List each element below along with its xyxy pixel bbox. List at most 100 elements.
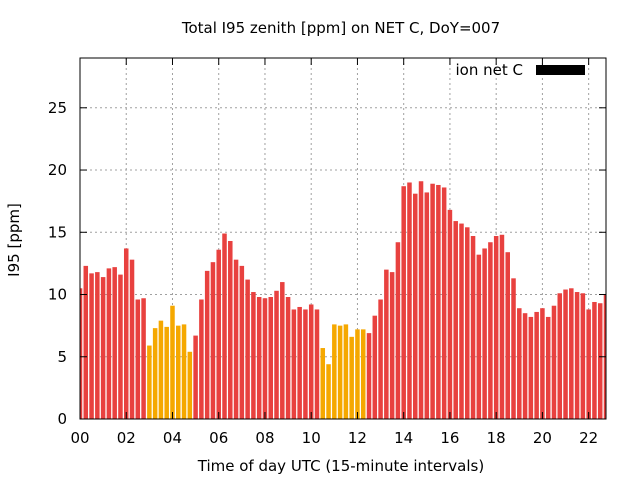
bar (291, 309, 297, 419)
y-tick-label: 20 (48, 161, 67, 179)
bar (476, 254, 482, 419)
bar (586, 309, 591, 419)
x-tick-label: 12 (348, 429, 367, 447)
legend: ion net C (456, 61, 585, 79)
bar (147, 345, 152, 419)
x-tick-label: 02 (117, 429, 136, 447)
bar (470, 236, 476, 419)
bar (337, 325, 343, 419)
bar (551, 305, 557, 419)
bar (297, 306, 302, 419)
bar (170, 305, 175, 419)
bar (488, 242, 493, 419)
bars (80, 181, 606, 419)
bar (222, 233, 227, 419)
bar (228, 240, 233, 419)
bar (256, 297, 262, 419)
x-tick-label: 06 (209, 429, 228, 447)
bar (326, 364, 331, 419)
y-tick-label: 0 (57, 410, 67, 428)
bar (569, 288, 574, 419)
bar (320, 348, 326, 419)
bar (83, 265, 89, 419)
bar (441, 187, 447, 419)
bar (343, 324, 349, 419)
x-tick-label: 22 (579, 429, 598, 447)
legend-swatch (536, 65, 585, 75)
bar (274, 290, 279, 419)
bar (80, 288, 83, 419)
bar (123, 248, 129, 419)
bar (176, 325, 181, 419)
bar (262, 298, 268, 419)
bar (164, 326, 169, 419)
bar (239, 265, 245, 419)
bar (545, 316, 551, 419)
bar (372, 315, 378, 419)
bar (89, 273, 94, 419)
bar (522, 313, 528, 419)
axis-ticks: 0 5 10 15 20 25 00 02 04 06 08 10 12 14 16 18 20 22 (48, 58, 606, 447)
bar (597, 303, 603, 419)
y-tick-label: 25 (48, 99, 67, 117)
y-axis-label: I95 [ppm] (5, 203, 23, 277)
bar (389, 272, 395, 419)
x-tick-label: 20 (533, 429, 552, 447)
bar (360, 329, 366, 419)
bar (430, 183, 435, 419)
bar (303, 309, 308, 419)
bar (106, 268, 112, 419)
bar (592, 301, 597, 419)
bar (557, 293, 563, 419)
bar (332, 324, 337, 419)
bar (349, 336, 354, 419)
bar (499, 234, 505, 419)
bar (118, 274, 123, 419)
x-tick-label: 10 (302, 429, 321, 447)
y-tick-label: 10 (48, 286, 67, 304)
x-tick-label: 18 (487, 429, 506, 447)
bar (245, 279, 250, 419)
bar (280, 282, 285, 419)
bar (407, 182, 412, 419)
y-tick-label: 5 (57, 348, 67, 366)
x-tick-label: 16 (440, 429, 459, 447)
bar (95, 272, 100, 419)
bar (268, 297, 274, 419)
bar (401, 186, 406, 419)
bar (199, 299, 204, 419)
bar (100, 277, 106, 419)
x-tick-label: 14 (394, 429, 413, 447)
bar (384, 269, 389, 419)
bar (511, 278, 516, 419)
bar (436, 184, 441, 419)
bar (378, 299, 383, 419)
bar (193, 335, 198, 419)
bar (574, 292, 580, 419)
bar (528, 316, 534, 419)
bar (366, 333, 372, 419)
bar (233, 259, 239, 419)
x-axis-label: Time of day UTC (15-minute intervals) (197, 457, 484, 475)
bar (158, 320, 164, 419)
chart-title: Total I95 zenith [ppm] on NET C, DoY=007 (181, 19, 500, 37)
y-tick-label: 15 (48, 223, 67, 241)
x-tick-label: 00 (70, 429, 89, 447)
bar (135, 299, 141, 419)
bar (152, 328, 158, 419)
bar (447, 209, 453, 419)
bar (580, 293, 586, 419)
bar (314, 309, 320, 419)
bar (505, 252, 510, 419)
bar (181, 324, 187, 419)
bar (308, 304, 314, 419)
bar (517, 308, 522, 419)
bar (141, 298, 146, 419)
bar (563, 289, 568, 419)
bar (251, 292, 256, 419)
bar (355, 329, 360, 419)
bar (204, 270, 210, 419)
bar (459, 223, 464, 419)
bar (424, 192, 430, 419)
